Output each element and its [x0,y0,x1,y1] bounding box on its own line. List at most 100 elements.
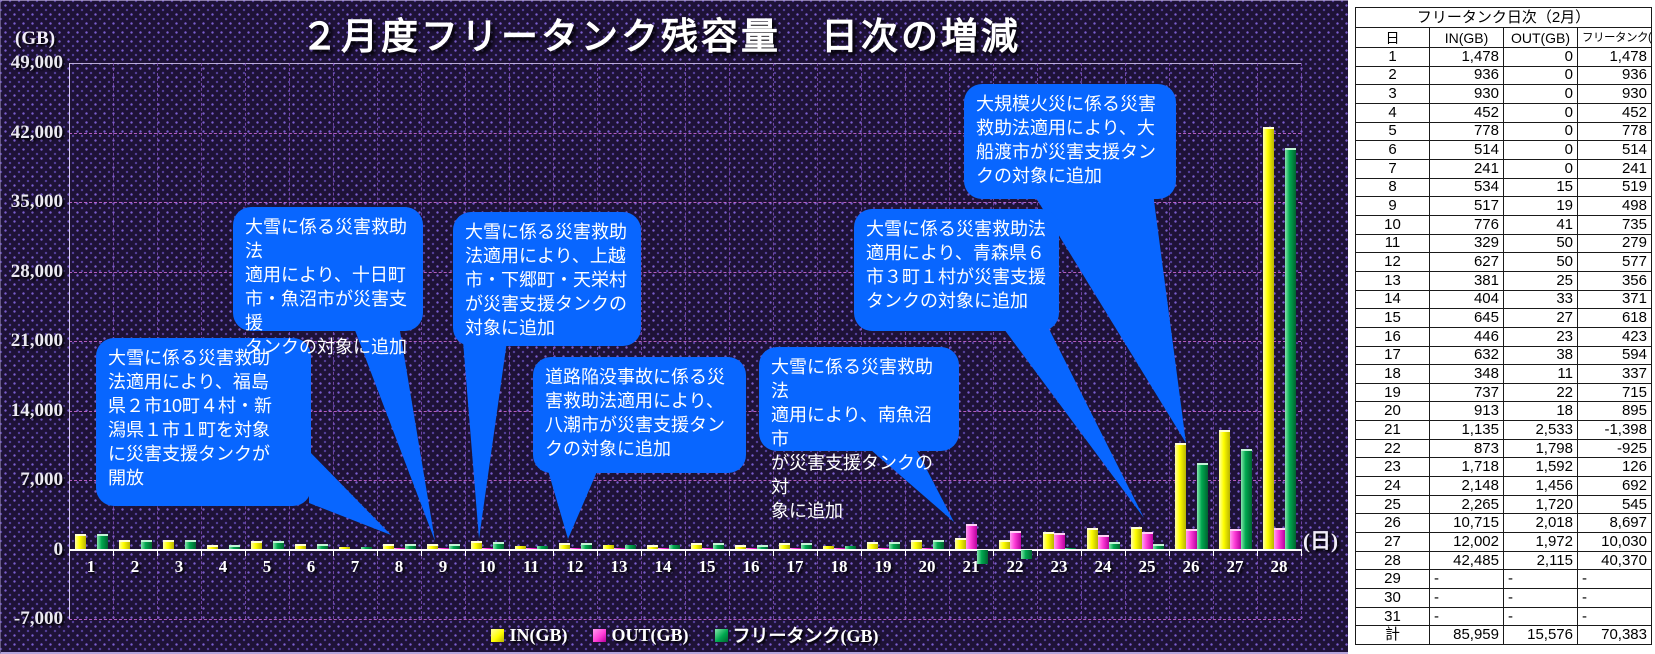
table-row-14: 14 404 33 371 [1355,289,1652,310]
y-axis-line [69,63,70,619]
day-label-8: 8 [394,557,404,576]
x-axis-tick [289,549,290,556]
cell-OUT(GB): 23 [1503,326,1578,347]
cell-フリータンク(GB): 498 [1577,196,1652,216]
table-row-15: 15 645 27 618 [1355,308,1652,328]
day-label-26: 26 [1182,557,1200,576]
bar-IN(GB)-day-22 [999,540,1010,549]
cell-day: 26 [1355,513,1430,534]
bar-IN(GB)-day-15 [691,542,702,549]
chart-title: ２月度フリータンク残容量 日次の増減 [301,17,1021,58]
table-row-11: 11 329 50 279 [1355,233,1652,254]
bar-OUT(GB)-day-19 [878,548,889,549]
bar-フリータンク(GB)-day-9 [449,544,460,549]
bar-フリータンク(GB)-day-8 [405,543,416,549]
x-axis-tick [157,549,158,556]
cell-IN(GB): 1,135 [1429,420,1504,440]
cell-IN(GB): 1,478 [1429,47,1504,67]
bar-IN(GB)-day-10 [471,541,482,549]
cell-OUT(GB): 2,115 [1503,550,1578,571]
y-tick-label: 42,000 [10,121,63,143]
day-label-2: 2 [130,557,140,576]
bar-IN(GB)-day-7 [339,546,350,549]
day-label-12: 12 [566,557,584,576]
callout-4: 道路陥没事故に係る災 害救助法適用により、 八潮市が災害支援タン クの対象に追加 [533,357,746,473]
day-label-5: 5 [262,557,272,576]
cell-IN(GB): 776 [1429,214,1504,235]
bar-OUT(GB)-day-12 [570,548,581,549]
callout-6: 大雪に係る災害救助法 適用により、青森県６ 市３町１村が災害支援 タンクの対象に… [854,209,1059,331]
bar-フリータンク(GB)-day-14 [669,545,680,549]
callout-tail-3 [463,341,507,539]
cell-OUT(GB): 0 [1503,47,1578,67]
bar-OUT(GB)-day-11 [526,548,537,549]
bar-IN(GB)-day-9 [427,543,438,549]
callout-1: 大雪に係る災害救助 法適用により、福島 県２市10町４村・新 潟県１市１町を対象… [96,338,311,506]
cell-day: 計 [1355,625,1430,645]
day-label-1: 1 [86,557,96,576]
legend-item-OUT(GB): OUT(GB) [593,625,689,646]
cell-フリータンク(GB): 618 [1577,308,1652,328]
column-header-IN(GB): IN(GB) [1429,27,1504,48]
cell-OUT(GB): 0 [1503,102,1578,123]
table-row-26: 26 10,715 2,018 8,697 [1355,513,1652,534]
day-boundary-gridline [685,63,686,619]
table-row-12: 12 627 50 577 [1355,252,1652,272]
bar-フリータンク(GB)-day-5 [273,541,284,549]
bar-フリータンク(GB)-day-13 [625,545,636,549]
day-boundary-gridline [421,63,422,619]
x-axis-tick [729,549,730,556]
table-row-5: 5 778 0 778 [1355,121,1652,142]
bar-フリータンク(GB)-day-2 [141,539,152,549]
day-label-28: 28 [1270,557,1288,576]
cell-IN(GB): 12,002 [1429,532,1504,552]
callout-3: 大雪に係る災害救助 法適用により、上越 市・下郷町・天栄村 が災害支援タンクの … [453,212,641,346]
free-tank-daily-table: フリータンク日次（2月）日IN(GB)OUT(GB)フリータンク(GB)11,4… [1355,7,1652,645]
cell-day: 16 [1355,326,1430,347]
bar-OUT(GB)-day-25 [1142,531,1153,549]
table-row-10: 10 776 41 735 [1355,214,1652,235]
x-axis-tick [245,549,246,556]
cell-OUT(GB): 0 [1503,121,1578,142]
cell-OUT(GB): 33 [1503,289,1578,310]
cell-day: 5 [1355,121,1430,142]
cell-day: 27 [1355,532,1430,552]
cell-day: 24 [1355,476,1430,496]
x-axis-tick [509,549,510,556]
cell-IN(GB): 446 [1429,326,1504,347]
bar-OUT(GB)-day-21 [966,523,977,549]
cell-day: 12 [1355,252,1430,272]
callout-5: 大雪に係る災害救助法 適用により、南魚沼市 が災害支援タンクの対 象に追加 [759,347,959,521]
table-row-計: 計 85,959 15,576 70,383 [1355,625,1652,645]
table-row-23: 23 1,718 1,592 126 [1355,457,1652,478]
cell-フリータンク(GB): 423 [1577,326,1652,347]
bar-OUT(GB)-day-9 [438,548,449,549]
cell-day: 25 [1355,494,1430,515]
table-row-20: 20 913 18 895 [1355,401,1652,422]
legend-swatch-OUT(GB) [593,628,607,642]
cell-フリータンク(GB): 8,697 [1577,513,1652,534]
chart-legend: IN(GB) OUT(GB) フリータンク(GB) [69,622,1301,648]
bar-IN(GB)-day-6 [295,543,306,549]
x-axis-tick [685,549,686,556]
bar-OUT(GB)-day-27 [1230,529,1241,549]
cell-フリータンク(GB): 577 [1577,252,1652,272]
x-axis-tick [905,549,906,556]
cell-IN(GB): 517 [1429,196,1504,216]
x-axis-tick [1257,549,1258,556]
cell-IN(GB): 348 [1429,364,1504,384]
day-label-7: 7 [350,557,360,576]
day-boundary-gridline [993,63,994,619]
bar-IN(GB)-day-8 [383,543,394,549]
cell-OUT(GB): 1,972 [1503,532,1578,552]
day-boundary-gridline [949,63,950,619]
cell-IN(GB): 85,959 [1429,625,1504,645]
day-label-24: 24 [1094,557,1112,576]
cell-day: 19 [1355,382,1430,403]
cell-フリータンク(GB): 715 [1577,382,1652,403]
bar-フリータンク(GB)-day-16 [757,544,768,549]
cell-IN(GB): 10,715 [1429,513,1504,534]
y-axis-unit-label: (GB) [15,28,56,49]
day-boundary-gridline [641,63,642,619]
cell-IN(GB): 2,265 [1429,494,1504,515]
